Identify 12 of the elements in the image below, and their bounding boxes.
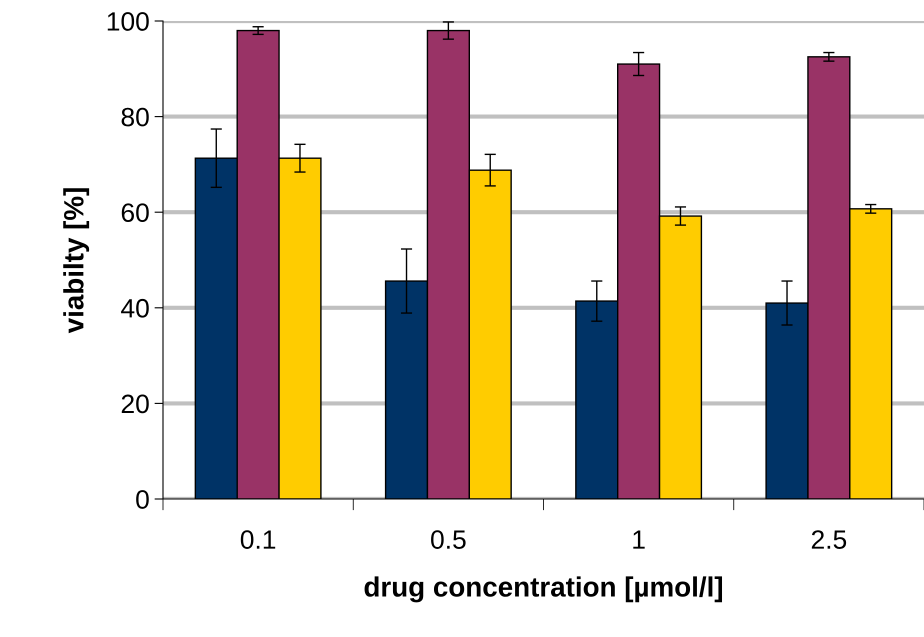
y-tick-label: 20 [122,394,149,414]
y-tick-label: 100 [108,12,149,31]
y-tick-label: 40 [121,298,149,318]
y-axis-title: viabilty [%] [63,188,90,334]
y-tick-label: 80 [122,108,149,126]
x-tick-label: 0.1 [240,530,276,549]
x-axis-title: drug concentration [µmol/l] [364,576,722,602]
x-tick-label: 0.5 [431,530,466,549]
x-tick-label: 2.5 [812,530,846,549]
x-tick-label: 1 [633,530,645,549]
y-tick-label: 0 [136,490,149,509]
y-tick-label: 60 [122,203,149,222]
